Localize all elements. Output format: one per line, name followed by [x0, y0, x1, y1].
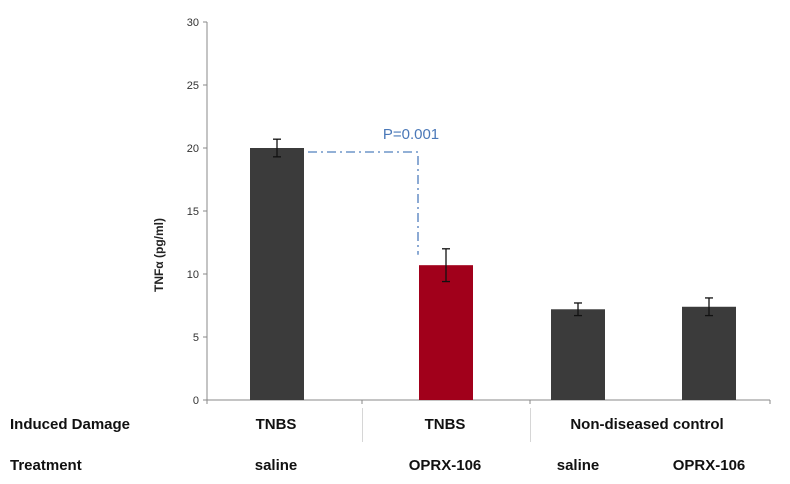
y-axis-label: TNFα (pg/ml)	[152, 218, 166, 292]
induced-damage-cell: Non-diseased control	[570, 416, 724, 433]
y-tick-label: 0	[193, 395, 199, 407]
y-tick-label: 10	[187, 269, 199, 281]
y-tick-label: 20	[187, 143, 199, 155]
treatment-row-label: Treatment	[10, 457, 82, 474]
significance-annotation: P=0.001	[308, 126, 439, 255]
table-divider	[530, 408, 531, 442]
significance-bracket	[308, 151, 419, 255]
treatment-cell: OPRX-106	[408, 457, 482, 474]
bar	[250, 148, 304, 400]
treatment-cell: saline	[254, 457, 298, 474]
induced-damage-cell: TNBS	[255, 416, 297, 433]
y-tick-label: 15	[187, 206, 199, 218]
bar	[419, 265, 473, 400]
bar	[682, 306, 736, 400]
y-tick-label: 25	[187, 80, 199, 92]
bar-chart: 0 5 10 15 20 25 30 TNFα (pg/ml) P=0.001	[152, 17, 771, 407]
induced-damage-cell: TNBS	[424, 416, 466, 433]
y-tick-label: 30	[187, 17, 199, 29]
treatment-cell: OPRX-106	[672, 457, 746, 474]
treatment-cell: saline	[556, 457, 600, 474]
p-value-label: P=0.001	[383, 126, 439, 143]
induced-damage-row-label: Induced Damage	[10, 416, 131, 433]
y-tick-label: 5	[193, 332, 199, 344]
bars	[250, 138, 736, 400]
table-divider	[362, 408, 363, 442]
bar	[551, 309, 605, 400]
